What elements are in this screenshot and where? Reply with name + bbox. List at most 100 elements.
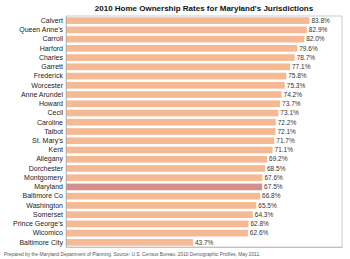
y-tick: Howard xyxy=(39,100,66,107)
data-label: 68.5% xyxy=(267,165,286,172)
y-tick: Cecil xyxy=(47,109,66,116)
y-tick: Prince George's xyxy=(13,220,66,228)
y-tick-label: Harford xyxy=(40,45,63,52)
y-tick: Kent xyxy=(49,146,66,153)
y-tick: Queen Anne's xyxy=(19,26,66,34)
data-label: 72.1% xyxy=(277,128,296,135)
y-axis: Baltimore City WicomicoPrince George's Som… xyxy=(13,17,66,248)
y-tick: Allegany xyxy=(36,155,66,163)
bar xyxy=(66,17,309,24)
y-tick-label: Cecil xyxy=(47,109,63,116)
y-tick-label: Caroline xyxy=(37,119,63,126)
data-label: 71.7% xyxy=(276,137,295,144)
y-tick: Montgomery xyxy=(24,174,66,182)
y-tick-label: Allegany xyxy=(36,155,63,163)
data-label: 73.1% xyxy=(280,109,299,116)
y-tick: Baltimore City xyxy=(19,239,66,247)
data-label: 79.6% xyxy=(299,45,318,52)
y-tick-label: Calvert xyxy=(41,17,63,24)
data-label: 62.8% xyxy=(250,220,269,227)
bar xyxy=(66,100,280,107)
bar xyxy=(66,82,285,89)
y-tick: Baltimore Co xyxy=(23,192,66,199)
y-tick: Washington xyxy=(26,202,66,210)
data-label: 69.2% xyxy=(269,155,288,162)
y-tick: Calvert xyxy=(41,17,66,24)
y-tick-label: Baltimore Co xyxy=(23,192,64,199)
bar xyxy=(66,137,274,144)
data-label: 82.0% xyxy=(306,35,325,42)
bar xyxy=(66,63,290,70)
y-tick: Charles xyxy=(39,54,66,61)
bar xyxy=(66,45,297,52)
bar xyxy=(66,221,248,228)
x-axis xyxy=(67,247,343,248)
bar xyxy=(66,147,273,154)
y-tick: Anne Arundel xyxy=(21,91,66,98)
data-label: 66.8% xyxy=(262,192,281,199)
y-tick: St. Mary's xyxy=(32,137,66,145)
bar xyxy=(66,165,265,172)
bar xyxy=(66,202,256,209)
y-tick-label: Dorchester xyxy=(29,165,64,172)
y-tick-label: Wicomico xyxy=(33,229,63,236)
bar xyxy=(66,119,276,126)
bar xyxy=(66,156,267,163)
y-tick: Talbot xyxy=(44,128,66,135)
y-tick-label: Washington xyxy=(26,202,63,210)
plot-frame xyxy=(66,16,342,247)
data-label: 65.5% xyxy=(258,202,277,209)
y-tick: Harford xyxy=(40,45,66,52)
bar xyxy=(66,239,193,246)
y-tick: Wicomico xyxy=(33,229,66,236)
y-tick-label: Talbot xyxy=(44,128,63,135)
y-tick: Caroline xyxy=(37,119,66,126)
y-tick-label: Somerset xyxy=(33,211,63,218)
title: 2010 Home Ownership Rates for Maryland's… xyxy=(95,4,314,13)
y-tick-label: Worcester xyxy=(31,82,63,89)
data-label: 73.7% xyxy=(282,100,301,107)
y-tick: Garrett xyxy=(41,63,66,70)
bar xyxy=(66,230,248,237)
y-tick: Frederick xyxy=(34,72,66,79)
y-tick-label: Garrett xyxy=(41,63,63,70)
data-label: 71.1% xyxy=(275,146,294,153)
y-tick-label: Kent xyxy=(49,146,63,153)
bar xyxy=(66,193,260,200)
data-label: 72.2% xyxy=(278,119,297,126)
bar xyxy=(66,184,262,191)
chart: 2010 Home Ownership Rates for Maryland's… xyxy=(0,0,350,259)
data-label: 62.6% xyxy=(250,229,269,236)
y-tick: Worcester xyxy=(31,82,66,89)
bar xyxy=(66,91,282,98)
y-axis-line xyxy=(66,17,67,248)
data-label: 67.5% xyxy=(264,183,283,190)
y-tick-label: Anne Arundel xyxy=(21,91,63,98)
y-tick: Somerset xyxy=(33,211,66,218)
x-axis-line xyxy=(67,247,343,248)
bar xyxy=(66,27,307,34)
data-label: 83.8% xyxy=(311,17,330,24)
y-tick-label: Charles xyxy=(39,54,64,61)
y-tick-label: Howard xyxy=(39,100,63,107)
bars xyxy=(66,17,309,245)
footnote: Prepared by the Maryland Department of P… xyxy=(4,252,260,257)
y-tick-label: Prince George's xyxy=(13,220,63,228)
y-tick-label: Carroll xyxy=(42,35,63,42)
data-label: 75.3% xyxy=(287,82,306,89)
bar xyxy=(66,174,262,181)
bar xyxy=(66,211,253,218)
data-label: 78.7% xyxy=(297,54,316,61)
y-tick: Carroll xyxy=(42,35,66,42)
data-labels: 43.7%62.6%62.8%64.3%65.5%66.8%67.5%67.6%… xyxy=(195,17,330,246)
data-label: 64.3% xyxy=(255,211,274,218)
data-label: 77.1% xyxy=(292,63,311,70)
bar xyxy=(66,54,295,61)
bar xyxy=(66,110,278,117)
y-tick-label: St. Mary's xyxy=(32,137,63,145)
bar xyxy=(66,73,286,80)
bar xyxy=(66,36,304,43)
y-tick-label: Montgomery xyxy=(24,174,63,182)
bar xyxy=(66,128,275,135)
y-tick: Dorchester xyxy=(29,165,66,172)
